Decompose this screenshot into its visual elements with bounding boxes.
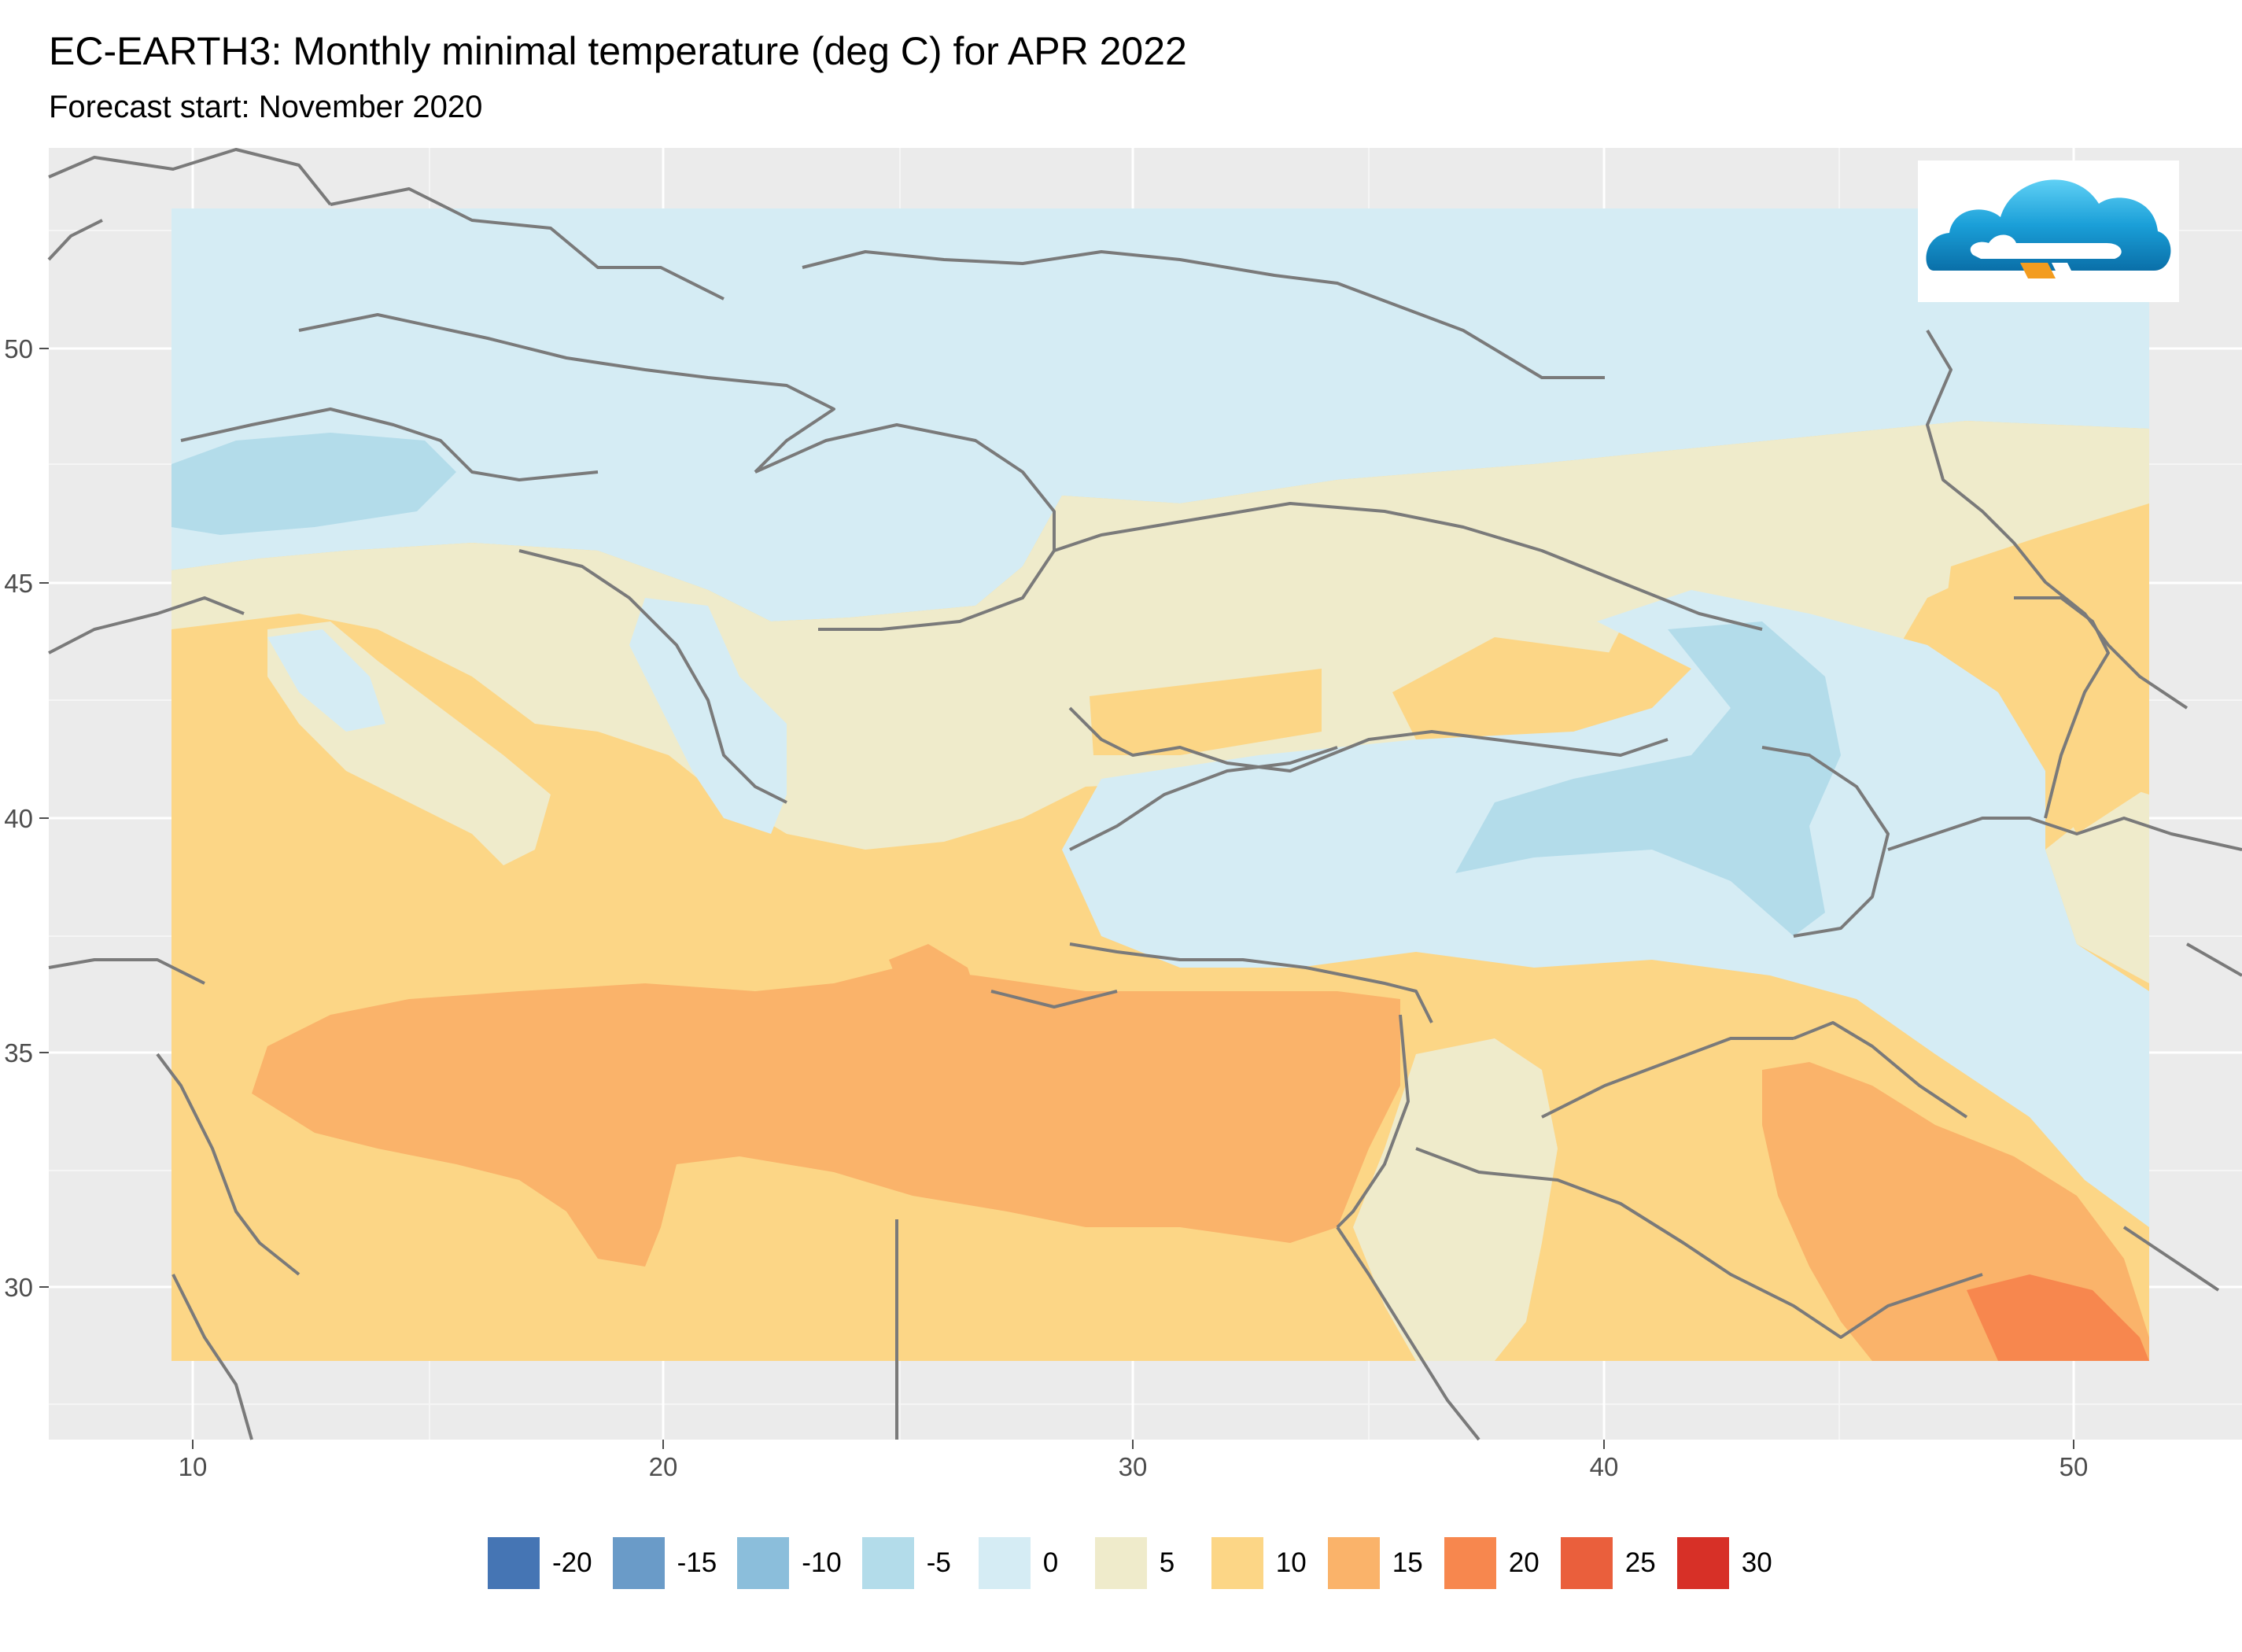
legend-item: 10: [1211, 1537, 1307, 1589]
legend-label: 5: [1159, 1547, 1175, 1578]
legend-item: -15: [612, 1537, 717, 1589]
y-tick-label: 50: [4, 334, 33, 363]
legend-swatch: [612, 1537, 665, 1589]
x-tick-label: 20: [649, 1452, 678, 1481]
legend-swatch: [1327, 1537, 1380, 1589]
legend-label: 15: [1392, 1547, 1423, 1578]
legend-label: -20: [552, 1547, 592, 1578]
legend-item: 20: [1444, 1537, 1540, 1589]
y-tick-label: 40: [4, 804, 33, 833]
legend-swatch: [1094, 1537, 1147, 1589]
country-borders: [47, 148, 2242, 1441]
legend-swatch: [488, 1537, 540, 1589]
map-title: EC-EARTH3: Monthly minimal temperature (…: [49, 29, 1187, 73]
legend-item: 5: [1094, 1537, 1191, 1589]
legend-swatch: [1444, 1537, 1496, 1589]
field-20-gulf: [1967, 1274, 2149, 1361]
y-tick-label: 45: [4, 569, 33, 598]
x-axis: 10 20 30 40 50: [179, 1440, 2089, 1481]
field-minus5-alps: [171, 433, 456, 535]
legend-item: 15: [1327, 1537, 1424, 1589]
legend-item: 25: [1560, 1537, 1657, 1589]
legend-swatch: [1560, 1537, 1613, 1589]
field-5-levant: [1353, 1038, 1558, 1361]
legend-label: 20: [1508, 1547, 1540, 1578]
legend-swatch: [737, 1537, 790, 1589]
legend-label: -15: [677, 1547, 717, 1578]
field-5-north: [171, 421, 2149, 850]
legend-label: 30: [1741, 1547, 1772, 1578]
legend-label: 0: [1042, 1547, 1059, 1578]
legend-swatch: [861, 1537, 914, 1589]
y-tick-label: 30: [4, 1273, 33, 1302]
x-tick-label: 50: [2059, 1452, 2089, 1481]
field-15-aegean: [889, 944, 975, 999]
y-tick-label: 35: [4, 1038, 33, 1068]
field-10-turkey: [1090, 669, 1322, 755]
map-subtitle: Forecast start: November 2020: [49, 90, 483, 124]
legend-label: -5: [926, 1547, 951, 1578]
field-15-med: [252, 968, 1400, 1267]
field-10-caspian: [1943, 503, 2149, 834]
legend-item: -20: [488, 1537, 592, 1589]
x-tick-label: 40: [1590, 1452, 1619, 1481]
legend-label: 10: [1275, 1547, 1307, 1578]
legend-swatch: [978, 1537, 1031, 1589]
field-0-north: [171, 208, 2149, 621]
legend-item: -5: [861, 1537, 958, 1589]
legend-label: -10: [802, 1547, 842, 1578]
legend-item: 30: [1676, 1537, 1773, 1589]
field-0-balkans: [629, 598, 787, 834]
x-tick-label: 30: [1119, 1452, 1148, 1481]
field-0-italy: [267, 629, 385, 732]
legend-item: -10: [737, 1537, 842, 1589]
temperature-field: [171, 208, 2149, 1361]
field-5-east: [2045, 787, 2149, 983]
x-tick-label: 10: [179, 1452, 208, 1481]
legend-swatch: [1211, 1537, 1263, 1589]
legend-label: 25: [1624, 1547, 1656, 1578]
legend-item: 0: [978, 1537, 1075, 1589]
field-minus5-caucasus: [1455, 621, 1841, 936]
legend: -20 -15 -10 -5 0 5 10 15 20 25 30: [488, 1537, 1794, 1589]
cloud-logo-icon: [1918, 160, 2179, 302]
y-axis: 50 45 40 35 30: [4, 334, 49, 1302]
legend-swatch: [1676, 1537, 1729, 1589]
